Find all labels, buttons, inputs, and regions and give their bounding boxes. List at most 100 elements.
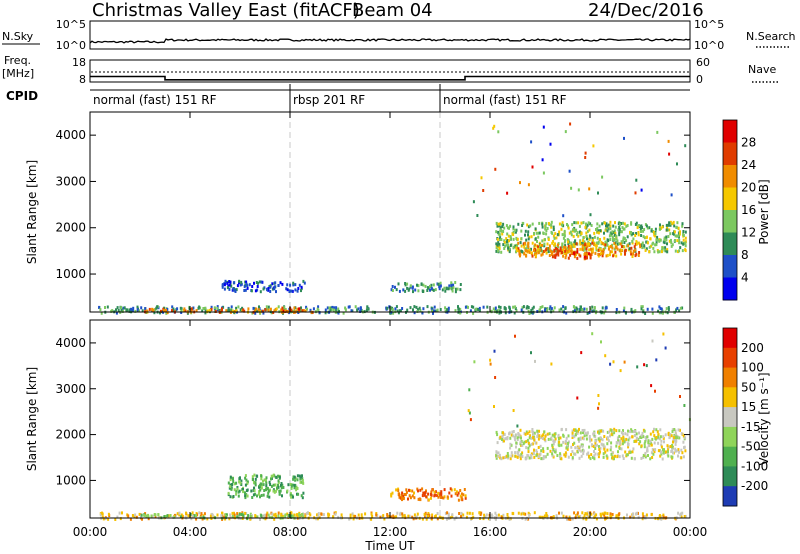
radar-echo-cell [498,311,501,315]
radar-echo-cell [512,409,515,412]
radar-echo-cell [666,226,669,230]
radar-echo-cell [266,511,269,515]
radar-echo-cell [568,169,571,173]
radar-echo-cell [502,222,505,226]
radar-echo-cell [652,246,655,250]
radar-echo-cell [546,446,549,450]
radar-echo-cell [659,454,662,458]
radar-echo-cell [527,242,530,246]
radar-echo-cell [300,475,302,479]
radar-echo-cell [116,515,119,519]
radar-echo-cell [538,231,541,235]
radar-echo-cell [235,492,238,496]
radar-echo-cell [350,309,353,313]
radar-echo-cell [203,512,206,516]
radar-echo-cell [501,434,504,438]
radar-echo-cell [657,435,660,439]
radar-echo-cell [172,307,175,311]
radar-echo-cell [107,512,110,516]
radar-echo-cell [499,309,502,313]
radar-echo-cell [557,249,560,253]
radar-echo-cell [547,437,550,441]
radar-echo-cell [331,305,334,309]
radar-echo-cell [500,238,503,241]
radar-echo-cell [641,246,644,250]
radar-echo-cell [621,439,624,443]
radar-echo-cell [514,438,517,442]
radar-echo-cell [192,306,195,310]
radar-echo-cell [357,307,360,311]
colorbar-tick-label: 4 [741,271,749,285]
radar-echo-cell [581,429,584,432]
radar-echo-cell [495,230,498,234]
velocity-ylabel: Slant Range [km] [25,367,39,471]
radar-echo-cell [411,489,414,493]
radar-echo-cell [570,241,573,245]
radar-echo-cell [397,487,400,491]
radar-echo-cell [169,514,172,517]
radar-echo-cell [571,245,574,249]
radar-echo-cell [635,436,638,440]
radar-echo-cell [628,436,631,440]
radar-echo-cell [684,449,687,453]
radar-echo-cell [579,436,582,440]
radar-echo-cell [620,240,623,244]
radar-echo-cell [258,485,261,489]
radar-echo-cell [565,251,568,255]
radar-echo-cell [101,511,103,515]
radar-echo-cell [281,306,284,310]
radar-echo-cell [571,434,574,437]
radar-echo-cell [515,309,518,313]
radar-echo-cell [537,437,540,441]
radar-echo-cell [305,512,308,516]
radar-echo-cell [644,249,647,252]
colorbar-tick-label: 28 [741,136,756,150]
radar-echo-cell [493,124,496,128]
radar-echo-cell [640,444,643,448]
radar-echo-cell [595,246,598,250]
radar-echo-cell [464,305,467,309]
freq-tick-top: 18 [72,56,86,69]
radar-echo-cell [565,311,568,315]
radar-echo-cell [570,249,573,253]
radar-echo-cell [502,513,505,517]
radar-echo-cell [672,438,675,441]
radar-echo-cell [673,428,676,431]
radar-echo-cell [517,511,520,515]
radar-echo-cell [671,428,674,432]
radar-echo-cell [516,455,519,459]
radar-echo-cell [552,234,555,238]
radar-echo-cell [251,311,254,315]
radar-echo-cell [603,311,606,315]
radar-echo-cell [528,513,531,517]
colorbar-tick-label: 8 [741,248,749,262]
radar-echo-cell [554,232,557,236]
freq-step-trace [90,75,690,81]
radar-echo-cell [640,305,643,309]
y-tick-label: 4000 [55,336,86,350]
radar-echo-cell [587,221,590,225]
radar-echo-cell [148,307,151,311]
radar-echo-cell [658,250,661,254]
radar-echo-cell [675,308,678,312]
radar-echo-cell [542,231,545,235]
radar-echo-cell [280,512,283,516]
radar-echo-cell [599,512,602,516]
radar-echo-cell [639,227,642,231]
radar-echo-cell [499,435,502,439]
radar-echo-cell [595,244,598,248]
radar-echo-cell [677,226,680,230]
radar-echo-cell [627,445,630,449]
radar-echo-cell [447,309,450,313]
radar-echo-cell [615,234,618,238]
radar-echo-cell [590,512,593,516]
radar-echo-cell [446,308,449,312]
radar-echo-cell [653,250,656,254]
radar-echo-cell [583,428,586,432]
radar-echo-cell [256,474,259,478]
radar-echo-cell [580,221,583,225]
radar-echo-cell [367,307,370,311]
radar-echo-cell [366,305,369,309]
radar-echo-cell [630,221,633,225]
radar-echo-cell [680,456,683,460]
